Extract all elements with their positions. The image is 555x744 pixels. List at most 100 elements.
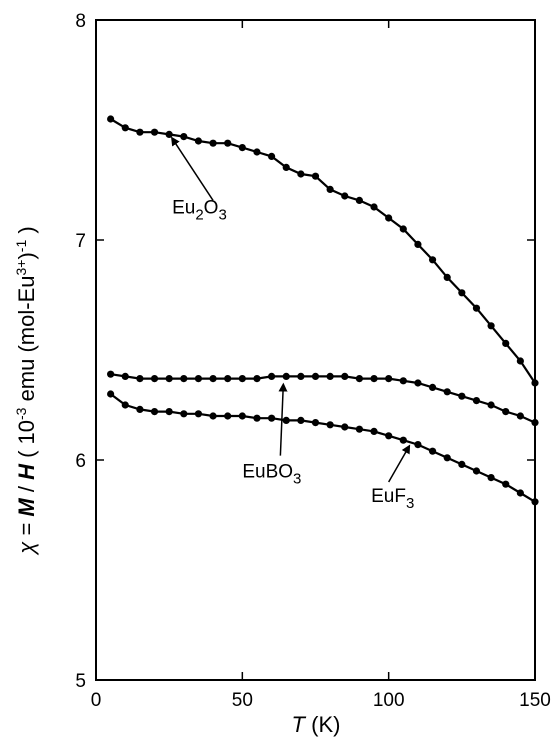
data-point <box>194 137 203 145</box>
y-axis-title-mid: emu (mol-Eu <box>14 276 39 408</box>
annotation-arrow-EuBO3 <box>278 382 288 456</box>
data-point <box>341 192 349 200</box>
data-point <box>311 172 320 180</box>
data-point <box>531 419 539 427</box>
data-point <box>253 414 261 422</box>
data-point <box>487 401 495 409</box>
data-point <box>165 130 173 138</box>
data-point <box>458 289 466 297</box>
y-axis-title-close1: ) <box>14 252 39 259</box>
data-point <box>472 397 481 405</box>
data-point <box>443 454 451 462</box>
data-point <box>502 480 510 488</box>
data-point <box>516 412 524 420</box>
data-point <box>282 372 290 380</box>
x-tick-label: 0 <box>91 690 102 711</box>
data-point <box>297 372 305 380</box>
data-point <box>443 273 451 281</box>
data-point <box>136 375 144 383</box>
y-tick-label: 8 <box>75 11 86 32</box>
x-axis-title-unit: (K) <box>305 712 340 737</box>
label-text: EuF <box>371 486 406 507</box>
data-point <box>297 416 305 424</box>
data-point <box>502 339 510 347</box>
y-axis-title-eq: = <box>14 517 39 542</box>
data-point <box>472 304 481 312</box>
data-point <box>341 372 349 380</box>
data-point <box>326 421 334 429</box>
y-axis-title-open: ( 10 <box>14 420 39 464</box>
annotation-arrow-Eu2O3 <box>170 136 214 201</box>
data-point <box>531 498 539 506</box>
data-point <box>224 139 232 147</box>
data-point <box>355 375 363 383</box>
data-point <box>311 372 320 380</box>
data-point <box>268 414 276 422</box>
x-tick-label: 50 <box>232 690 253 711</box>
annotation-arrow-EuF3 <box>388 444 411 483</box>
data-point <box>253 375 261 383</box>
data-point <box>268 152 276 160</box>
data-point <box>282 416 290 424</box>
data-point <box>107 115 115 123</box>
data-point <box>136 405 144 413</box>
data-point <box>326 185 334 193</box>
y-axis-title-chi: χ <box>14 541 39 556</box>
data-point <box>385 214 393 222</box>
data-point <box>428 447 437 455</box>
data-point <box>165 408 173 416</box>
data-point <box>121 372 129 380</box>
series-line-2 <box>110 373 536 424</box>
data-point <box>341 423 349 431</box>
data-point <box>165 375 173 383</box>
data-point <box>385 432 393 440</box>
data-point <box>443 388 451 396</box>
data-point <box>224 412 232 420</box>
data-point <box>282 163 290 171</box>
data-point <box>136 128 144 136</box>
subscript: 3 <box>218 207 226 224</box>
data-point <box>107 390 115 398</box>
data-point <box>209 139 217 147</box>
annotation-label-EuF3: EuF3 <box>371 486 414 512</box>
annotation-label-EuBO3: EuBO3 <box>242 462 301 488</box>
data-point <box>516 357 524 365</box>
data-point <box>428 383 437 391</box>
data-point <box>209 412 217 420</box>
data-point <box>107 370 115 378</box>
plot-frame <box>95 19 536 681</box>
data-point <box>458 392 466 400</box>
y-axis-title-m: M <box>14 498 39 517</box>
data-point <box>238 144 246 152</box>
data-point <box>399 377 407 385</box>
data-point <box>268 372 276 380</box>
series-line-3 <box>109 393 536 503</box>
y-axis-title: χ = M / H ( 10-3 emu (mol-Eu3+)-1 ) <box>13 226 39 555</box>
data-point <box>502 408 510 416</box>
data-point <box>238 412 246 420</box>
data-point <box>150 128 159 136</box>
data-point <box>385 375 393 383</box>
data-point <box>355 196 363 204</box>
data-point <box>311 419 320 427</box>
data-point <box>297 170 305 178</box>
data-point <box>180 410 188 418</box>
data-point <box>326 372 334 380</box>
data-point <box>458 460 466 468</box>
y-tick-label: 5 <box>75 671 86 692</box>
data-point <box>428 256 437 264</box>
data-point <box>194 375 203 383</box>
label-text: Eu <box>172 198 195 219</box>
data-point <box>414 441 422 449</box>
data-point <box>531 379 539 387</box>
y-tick-label: 7 <box>75 231 86 252</box>
y-tick-label: 6 <box>75 451 86 472</box>
data-point <box>355 425 363 433</box>
label-text: O <box>204 198 219 219</box>
y-axis-title-slash: / <box>14 480 39 498</box>
y-axis-title-close2: ) <box>14 226 39 239</box>
data-point <box>238 375 246 383</box>
subscript: 3 <box>293 471 301 488</box>
x-axis-title: T (K) <box>292 712 341 737</box>
